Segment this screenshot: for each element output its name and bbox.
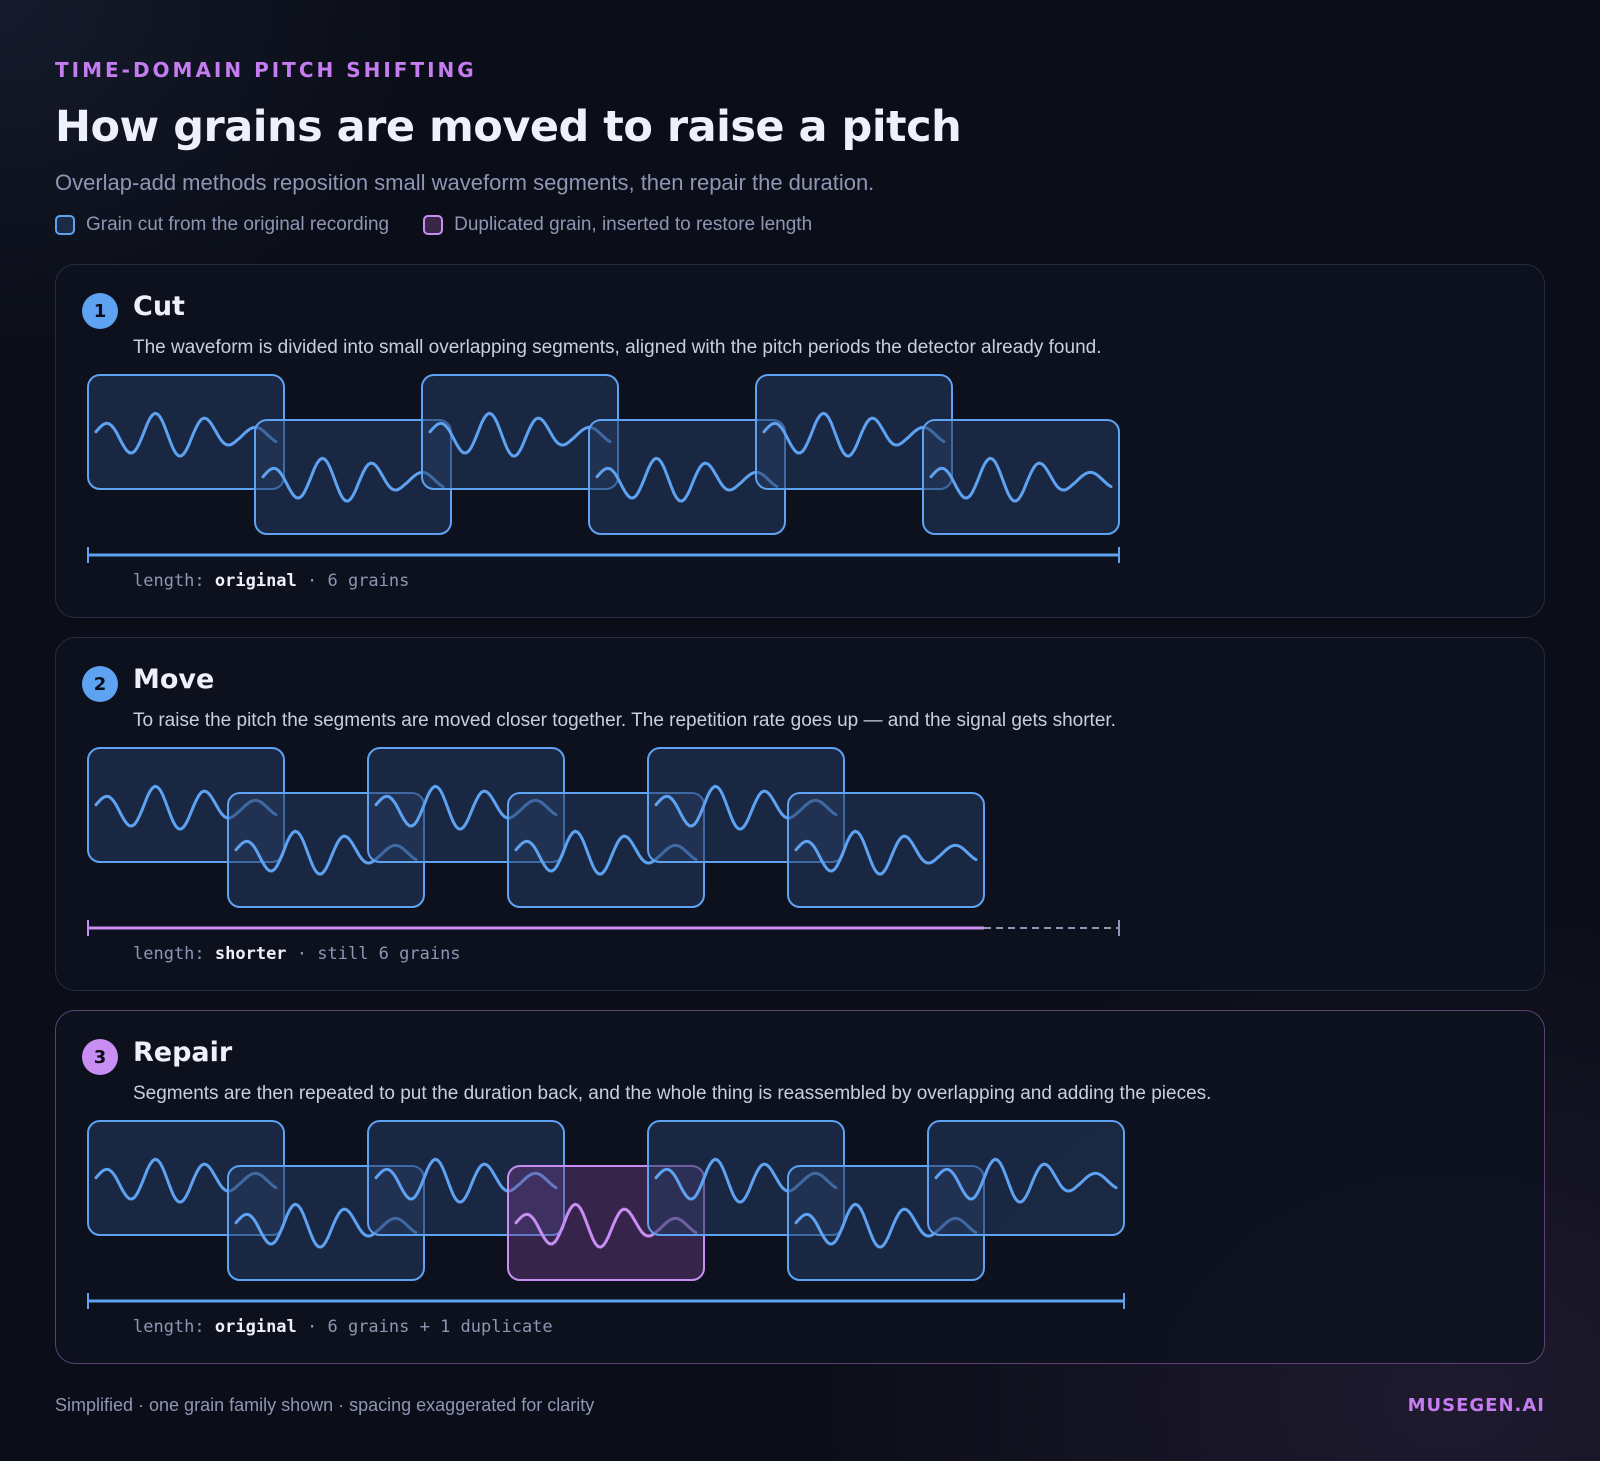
footer-note: Simplified · one grain family shown · sp…: [55, 1395, 595, 1415]
grain: [367, 1120, 565, 1236]
grain-box: [787, 792, 985, 908]
grain: [787, 792, 985, 908]
grain-waveform: [94, 411, 278, 458]
length-value: shorter: [214, 944, 287, 964]
step-badge: 2: [82, 666, 118, 702]
grain-box: [367, 1120, 565, 1236]
length-value: original: [214, 1317, 297, 1337]
grain-diagram: [87, 747, 1120, 936]
legend-label-original: Grain cut from the original recording: [86, 214, 390, 235]
length-prefix: length:: [133, 1317, 215, 1337]
page-title: How grains are moved to raise a pitch: [55, 102, 962, 152]
panel-description: To raise the pitch the segments are move…: [133, 710, 1116, 731]
original-grain-swatch: [55, 215, 75, 235]
legend-item-duplicate: Duplicated grain, inserted to restore le…: [423, 214, 812, 236]
grain-waveform: [762, 411, 946, 458]
grain-diagram: [87, 1120, 1125, 1309]
step-badge: 1: [82, 293, 118, 329]
length-readout: length: original · 6 grains + 1 duplicat…: [133, 1317, 553, 1337]
length-suffix: · still 6 grains: [286, 944, 461, 964]
grain: [87, 374, 285, 490]
length-value: original: [214, 571, 297, 591]
step-badge: 3: [82, 1039, 118, 1075]
brand-logo: MUSEGEN.AI: [1407, 1395, 1545, 1416]
grain-waveform: [934, 1157, 1118, 1204]
grain: [922, 419, 1120, 535]
grain-waveform: [794, 829, 978, 876]
legend-label-duplicate: Duplicated grain, inserted to restore le…: [454, 214, 813, 235]
legend-item-original: Grain cut from the original recording: [55, 214, 389, 236]
grain: [588, 419, 786, 535]
panel-title: Move: [133, 664, 215, 695]
grain-waveform: [929, 456, 1113, 503]
duplicate-grain-swatch: [423, 215, 444, 235]
panel-description: The waveform is divided into small overl…: [133, 337, 1102, 358]
panel-title: Cut: [133, 291, 185, 322]
length-prefix: length:: [133, 944, 215, 964]
length-suffix: · 6 grains + 1 duplicate: [296, 1317, 553, 1337]
grain-diagram: [87, 374, 1120, 563]
panel-move: 2 Move To raise the pitch the segments a…: [55, 637, 1545, 991]
length-prefix: length:: [133, 571, 215, 591]
grain-waveform: [374, 1157, 558, 1204]
grain-waveform: [595, 456, 779, 503]
panel-repair: 3 Repair Segments are then repeated to p…: [55, 1010, 1545, 1364]
grain-waveform: [428, 411, 612, 458]
panel-description: Segments are then repeated to put the du…: [133, 1083, 1212, 1104]
panel-title: Repair: [133, 1037, 233, 1068]
grain: [927, 1120, 1125, 1236]
grain-waveform: [261, 456, 445, 503]
grain-box: [922, 419, 1120, 535]
length-suffix: · 6 grains: [296, 571, 410, 591]
panel-cut: 1 Cut The waveform is divided into small…: [55, 264, 1545, 618]
length-readout: length: original · 6 grains: [133, 571, 409, 591]
page-subtitle: Overlap-add methods reposition small wav…: [55, 170, 875, 195]
legend: Grain cut from the original recording Du…: [55, 214, 812, 236]
grain-box: [927, 1120, 1125, 1236]
eyebrow: TIME-DOMAIN PITCH SHIFTING: [55, 58, 477, 82]
length-readout: length: shorter · still 6 grains: [133, 944, 461, 964]
